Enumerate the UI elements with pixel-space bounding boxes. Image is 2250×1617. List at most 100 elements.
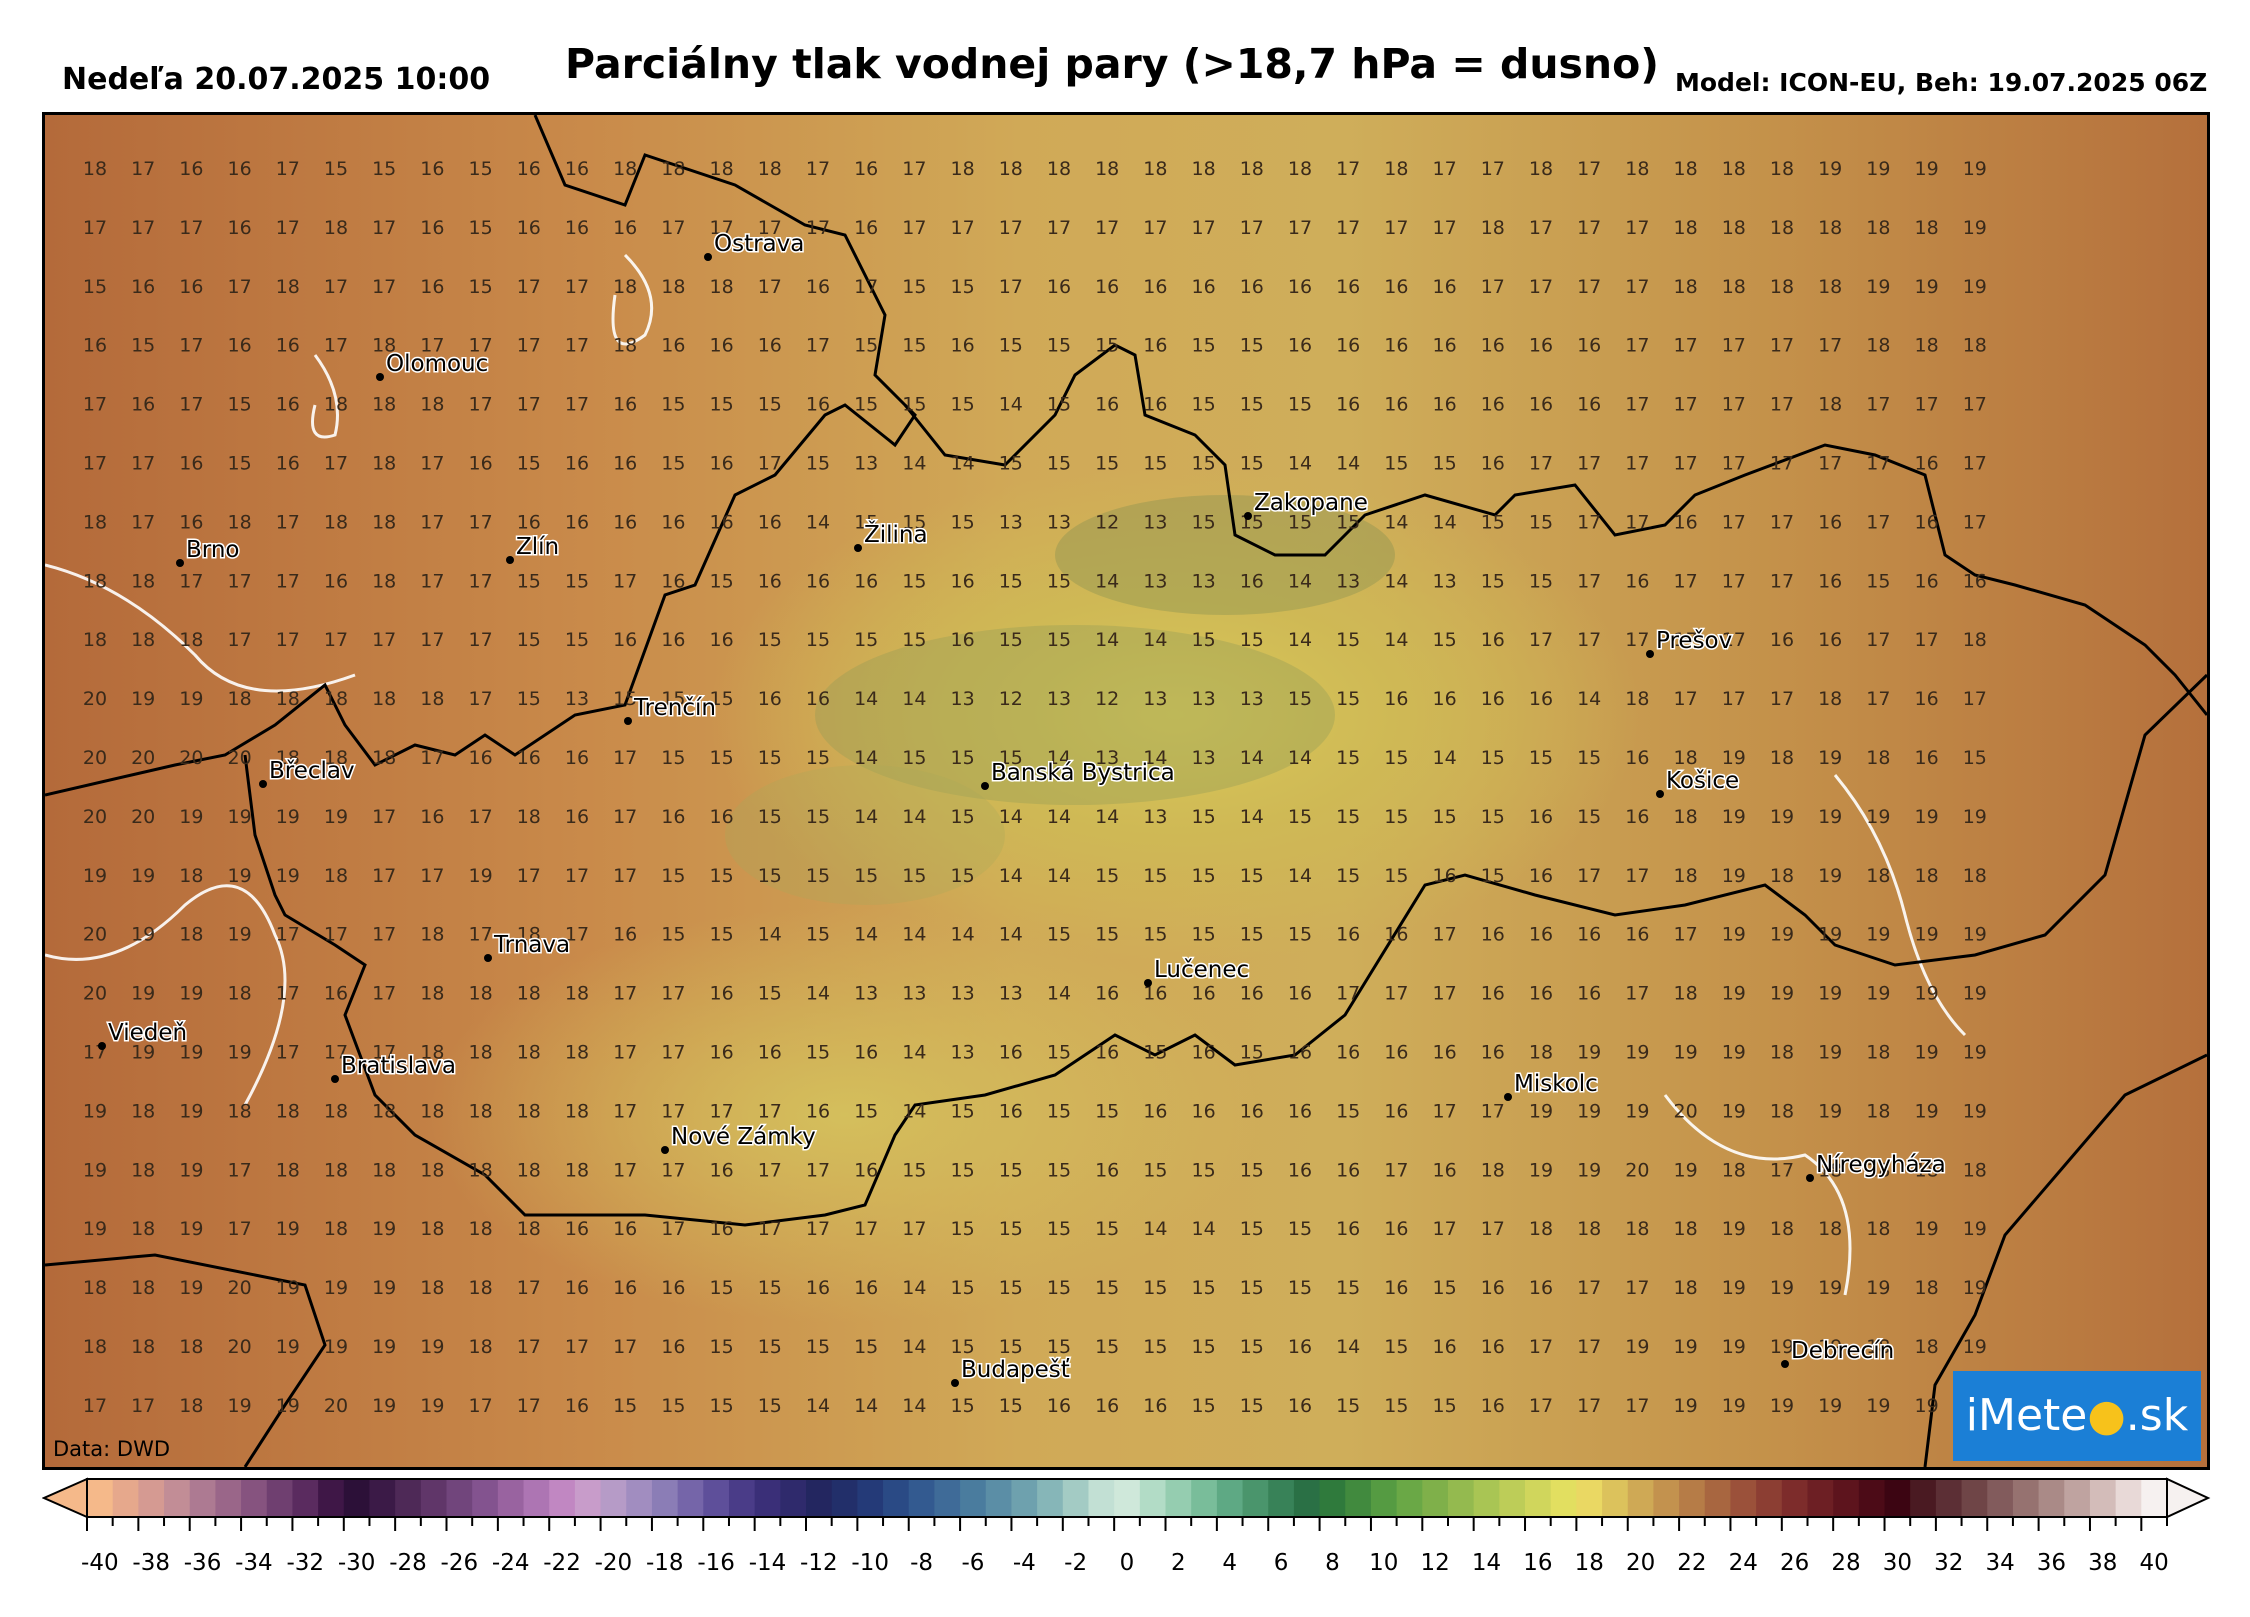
grid-value: 16 bbox=[565, 1395, 589, 1417]
grid-value: 17 bbox=[1866, 629, 1890, 651]
grid-value: 13 bbox=[951, 983, 975, 1005]
grid-value: 14 bbox=[999, 394, 1023, 416]
grid-value: 17 bbox=[1770, 511, 1794, 533]
grid-value: 18 bbox=[131, 1218, 155, 1240]
grid-value: 17 bbox=[758, 1100, 782, 1122]
colorbar-swatch bbox=[215, 1479, 242, 1517]
grid-value: 16 bbox=[1288, 276, 1312, 298]
grid-value: 16 bbox=[1915, 453, 1939, 475]
grid-value: 14 bbox=[902, 924, 926, 946]
grid-value: 17 bbox=[1722, 453, 1746, 475]
colorbar-tick-label: 22 bbox=[1677, 1550, 1707, 1576]
grid-value: 17 bbox=[469, 924, 493, 946]
grid-value: 18 bbox=[131, 1159, 155, 1181]
grid-value: 15 bbox=[1529, 570, 1553, 592]
grid-value: 18 bbox=[83, 158, 107, 180]
colorbar-tick-label: -38 bbox=[132, 1550, 170, 1576]
city-dot bbox=[981, 782, 989, 790]
grid-value: 16 bbox=[710, 453, 734, 475]
grid-value: 15 bbox=[1192, 1277, 1216, 1299]
city-dot bbox=[1781, 1360, 1789, 1368]
grid-value: 19 bbox=[276, 1336, 300, 1358]
grid-value: 15 bbox=[806, 1042, 830, 1064]
city-markers: Ostrava Olomouc Brno Zlín Žilina Zakopane Preš… bbox=[98, 230, 1947, 1387]
grid-value: 17 bbox=[565, 335, 589, 357]
grid-value: 18 bbox=[1770, 1100, 1794, 1122]
colorbar-swatch bbox=[2038, 1479, 2065, 1517]
grid-value: 19 bbox=[1866, 1277, 1890, 1299]
grid-value: 15 bbox=[854, 629, 878, 651]
colorbar-swatch bbox=[1756, 1479, 1783, 1517]
grid-value: 18 bbox=[517, 1159, 541, 1181]
grid-value: 19 bbox=[372, 1336, 396, 1358]
grid-value: 14 bbox=[999, 924, 1023, 946]
grid-value: 15 bbox=[710, 688, 734, 710]
grid-value: 15 bbox=[1192, 335, 1216, 357]
colorbar-swatch bbox=[87, 1479, 114, 1517]
grid-value: 18 bbox=[420, 1218, 444, 1240]
grid-value: 15 bbox=[1384, 1395, 1408, 1417]
grid-value: 16 bbox=[1095, 276, 1119, 298]
grid-value: 18 bbox=[1577, 1218, 1601, 1240]
grid-value: 15 bbox=[951, 1159, 975, 1181]
grid-value: 16 bbox=[1143, 335, 1167, 357]
grid-value: 16 bbox=[758, 688, 782, 710]
grid-value: 15 bbox=[1192, 1395, 1216, 1417]
grid-value: 15 bbox=[1336, 747, 1360, 769]
grid-value: 19 bbox=[1674, 1395, 1698, 1417]
grid-value: 17 bbox=[1143, 217, 1167, 239]
grid-value: 15 bbox=[1529, 747, 1553, 769]
map-panel[interactable]: 18 17 16 16 17 15 15 16 15 16 16 18 18 18 18 17 16 17 18 18… bbox=[42, 112, 2210, 1470]
grid-value: 20 bbox=[83, 924, 107, 946]
grid-value: 19 bbox=[1818, 1100, 1842, 1122]
grid-value: 14 bbox=[1143, 747, 1167, 769]
grid-value: 17 bbox=[1722, 394, 1746, 416]
grid-value: 18 bbox=[613, 276, 637, 298]
grid-value: 17 bbox=[517, 865, 541, 887]
grid-value: 15 bbox=[517, 629, 541, 651]
grid-value: 15 bbox=[1143, 924, 1167, 946]
colorbar-swatch bbox=[1961, 1479, 1988, 1517]
grid-value: 19 bbox=[1674, 1336, 1698, 1358]
grid-value: 18 bbox=[1384, 158, 1408, 180]
grid-value: 17 bbox=[1915, 394, 1939, 416]
imeteo-logo[interactable]: iMete●.sk bbox=[1953, 1371, 2201, 1461]
isoline-18-7 bbox=[45, 253, 1967, 1296]
colorbar-tick-label: 34 bbox=[1985, 1550, 2015, 1576]
grid-value: 19 bbox=[1963, 983, 1987, 1005]
grid-value: 19 bbox=[1915, 1218, 1939, 1240]
grid-value: 14 bbox=[1143, 629, 1167, 651]
colorbar-swatch bbox=[241, 1479, 268, 1517]
grid-value: 17 bbox=[565, 924, 589, 946]
grid-value: 18 bbox=[1818, 276, 1842, 298]
grid-value: 14 bbox=[951, 924, 975, 946]
colorbar-swatch bbox=[806, 1479, 833, 1517]
grid-value: 18 bbox=[420, 688, 444, 710]
grid-values: 18 17 16 16 17 15 15 16 15 16 16 18 18 18 18 17 16 17 18 18… bbox=[83, 158, 1987, 1417]
grid-value: 15 bbox=[1192, 1336, 1216, 1358]
grid-value: 15 bbox=[1240, 394, 1264, 416]
grid-value: 15 bbox=[1095, 865, 1119, 887]
grid-value: 16 bbox=[1240, 570, 1264, 592]
grid-value: 16 bbox=[1384, 276, 1408, 298]
grid-value: 19 bbox=[420, 1395, 444, 1417]
grid-value: 18 bbox=[1818, 1218, 1842, 1240]
grid-value: 13 bbox=[1240, 688, 1264, 710]
grid-value: 17 bbox=[420, 511, 444, 533]
grid-value: 18 bbox=[324, 747, 348, 769]
grid-value: 15 bbox=[999, 570, 1023, 592]
grid-value: 18 bbox=[179, 1336, 203, 1358]
sun-icon: ● bbox=[2087, 1390, 2126, 1441]
grid-value: 17 bbox=[1674, 924, 1698, 946]
grid-value: 15 bbox=[1336, 806, 1360, 828]
grid-value: 17 bbox=[613, 983, 637, 1005]
grid-value: 17 bbox=[951, 217, 975, 239]
grid-value: 18 bbox=[661, 276, 685, 298]
grid-value: 15 bbox=[806, 865, 830, 887]
colorbar-tick-label: 0 bbox=[1119, 1550, 1135, 1576]
grid-value: 16 bbox=[806, 1277, 830, 1299]
grid-value: 17 bbox=[276, 570, 300, 592]
grid-value: 19 bbox=[1866, 276, 1890, 298]
model-run-info: Model: ICON-EU, Beh: 19.07.2025 06Z bbox=[1675, 68, 2208, 97]
grid-value: 14 bbox=[1095, 806, 1119, 828]
